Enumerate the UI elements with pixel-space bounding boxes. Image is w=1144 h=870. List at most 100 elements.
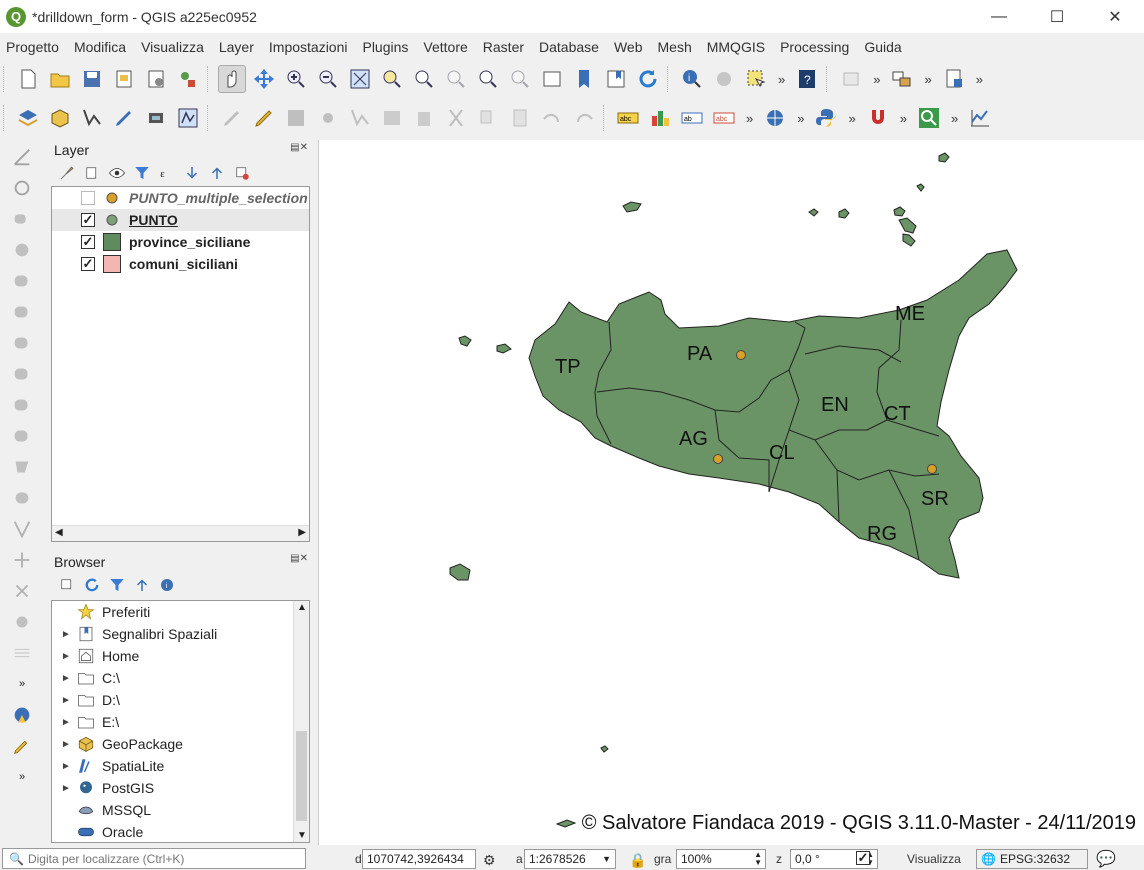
locator-bar[interactable]: 🔍 (2, 848, 306, 869)
toggle-extents-icon[interactable]: ⚙ (483, 852, 496, 868)
messages-icon[interactable]: 💬 (1096, 851, 1116, 868)
panel-float-close-icon[interactable]: ▤✕ (290, 142, 308, 153)
toolbar-overflow-9[interactable]: » (950, 110, 959, 126)
vtoolbar-expand-2-icon[interactable]: » (18, 771, 26, 783)
zoom-in-icon[interactable] (282, 65, 310, 93)
add-feature-icon[interactable] (314, 104, 342, 132)
maximize-button[interactable]: ☐ (1049, 8, 1065, 26)
zoom-last-icon[interactable] (474, 65, 502, 93)
filter-legend-icon[interactable] (131, 162, 153, 184)
data-source-manager-icon[interactable] (888, 65, 916, 93)
add-part-icon[interactable] (7, 205, 37, 233)
reshape-features-icon[interactable] (7, 360, 37, 388)
menu-mmqgis[interactable]: MMQGIS (706, 39, 766, 55)
menu-vettore[interactable]: Vettore (423, 39, 468, 55)
help-icon[interactable]: ? (793, 65, 821, 93)
browser-item-mssql[interactable]: MSSQL (52, 799, 309, 821)
add-ring-icon[interactable] (7, 174, 37, 202)
menu-plugins[interactable]: Plugins (362, 39, 409, 55)
layer-row-province-siciliane[interactable]: ✓ province_siciliane (52, 231, 309, 253)
new-map-view-icon[interactable] (538, 65, 566, 93)
browser-refresh-icon[interactable] (81, 574, 103, 596)
delete-ring-icon[interactable] (7, 267, 37, 295)
zoom-selection-icon[interactable] (378, 65, 406, 93)
collapse-all-icon[interactable] (206, 162, 228, 184)
pin-labels-icon[interactable]: ab (678, 104, 706, 132)
menu-layer[interactable]: Layer (218, 39, 254, 55)
undo-icon[interactable] (538, 104, 566, 132)
profile-chart-icon[interactable] (966, 104, 994, 132)
browser-item-c-drive[interactable]: ► C:\ (61, 670, 120, 686)
merge-features-icon[interactable] (7, 453, 37, 481)
menu-processing[interactable]: Processing (780, 39, 850, 55)
browser-item-segnalibri[interactable]: ► Segnalibri Spaziali (61, 626, 218, 642)
simplify-icon[interactable] (7, 639, 37, 667)
save-edits-icon[interactable] (282, 104, 310, 132)
split-parts-icon[interactable] (7, 391, 37, 419)
delete-selected-icon[interactable] (410, 104, 438, 132)
processing-icon[interactable] (142, 104, 170, 132)
edit-pencil-icon[interactable] (110, 104, 138, 132)
layer-row-punto[interactable]: ✓ PUNTO (52, 209, 309, 231)
refresh-icon[interactable] (634, 65, 662, 93)
coordinate-field[interactable]: 1070742,3926434 (362, 849, 476, 869)
edit-tools-icon[interactable] (7, 732, 37, 760)
toolbar-overflow-5[interactable]: » (746, 110, 754, 126)
zoom-full-icon[interactable] (346, 65, 374, 93)
browser-info-icon[interactable]: i (156, 574, 178, 596)
action-icon[interactable] (710, 65, 738, 93)
minimize-button[interactable]: — (991, 7, 1007, 25)
toolbar-overflow-6[interactable]: » (797, 110, 805, 126)
manage-visibility-icon[interactable] (106, 162, 128, 184)
browser-item-oracle[interactable]: Oracle (52, 821, 309, 842)
fill-ring-icon[interactable] (7, 236, 37, 264)
toolbar-overflow-3[interactable]: » (924, 71, 932, 87)
browser-vscrollbar[interactable]: ▲ ▼ (293, 601, 309, 842)
layer-visibility-checkbox[interactable] (81, 191, 95, 205)
vertex-tool-icon[interactable] (174, 104, 202, 132)
sicily-map[interactable]: TP PA ME EN CT AG CL SR RG (319, 140, 1144, 845)
trim-extend-icon[interactable] (7, 577, 37, 605)
copy-features-icon[interactable] (474, 104, 502, 132)
globe-pin-icon[interactable] (7, 701, 37, 729)
current-edits-icon[interactable] (218, 104, 246, 132)
map-canvas[interactable]: TP PA ME EN CT AG CL SR RG © Salvatore F… (318, 140, 1144, 845)
locator-search-icon[interactable] (915, 104, 943, 132)
spin-arrows-icon[interactable]: ▲ ▼ (754, 850, 762, 867)
menu-visualizza[interactable]: Visualizza (141, 39, 204, 55)
menu-database[interactable]: Database (539, 39, 599, 55)
browser-item-spatialite[interactable]: ► SpatiaLite (61, 758, 165, 774)
spin-arrows-icon[interactable]: ▲ ▼ (866, 850, 874, 867)
menu-raster[interactable]: Raster (482, 39, 525, 55)
layer-row-comuni-siciliani[interactable]: ✓ comuni_siciliani (52, 253, 309, 275)
close-button[interactable]: ✕ (1108, 8, 1122, 26)
remove-layer-icon[interactable] (231, 162, 253, 184)
browser-item-postgis[interactable]: ► PostGIS (61, 780, 155, 796)
point-feature[interactable] (927, 464, 937, 474)
menu-impostazioni[interactable]: Impostazioni (268, 39, 348, 55)
toolbar-overflow-2[interactable]: » (873, 71, 881, 87)
vtoolbar-expand-icon[interactable]: » (18, 678, 26, 690)
magnifier-spinbox[interactable]: 100% ▲ ▼ (676, 849, 766, 869)
lock-scale-icon[interactable]: 🔒 (629, 852, 647, 868)
browser-item-e-drive[interactable]: ► E:\ (61, 714, 120, 730)
scale-combo[interactable]: 1:2678526 ▼ (524, 849, 616, 869)
toolbar-overflow-7[interactable]: » (848, 110, 856, 126)
browser-float-close-icon[interactable]: ▤✕ (290, 553, 308, 564)
layer-visibility-checkbox[interactable]: ✓ (81, 234, 95, 249)
offset-point-symbols-icon[interactable] (7, 546, 37, 574)
locator-input[interactable] (27, 851, 298, 866)
menu-progetto[interactable]: Progetto (6, 39, 59, 55)
collapse-all-browser-icon[interactable] (131, 574, 153, 596)
snapping-magnet-icon[interactable] (864, 104, 892, 132)
digitize-angle-icon[interactable] (7, 143, 37, 171)
layer-visibility-checkbox[interactable]: ✓ (81, 256, 95, 271)
browser-item-d-drive[interactable]: ► D:\ (61, 692, 120, 708)
new-project-icon[interactable] (14, 65, 42, 93)
menu-modifica[interactable]: Modifica (73, 39, 127, 55)
toolbar-overflow-1[interactable]: » (778, 71, 786, 87)
identify-features-icon[interactable]: i (678, 65, 706, 93)
layer-row-punto-multiple-selection[interactable]: PUNTO_multiple_selection (52, 187, 309, 209)
add-group-icon[interactable] (81, 162, 103, 184)
new-layout-icon[interactable] (940, 65, 968, 93)
